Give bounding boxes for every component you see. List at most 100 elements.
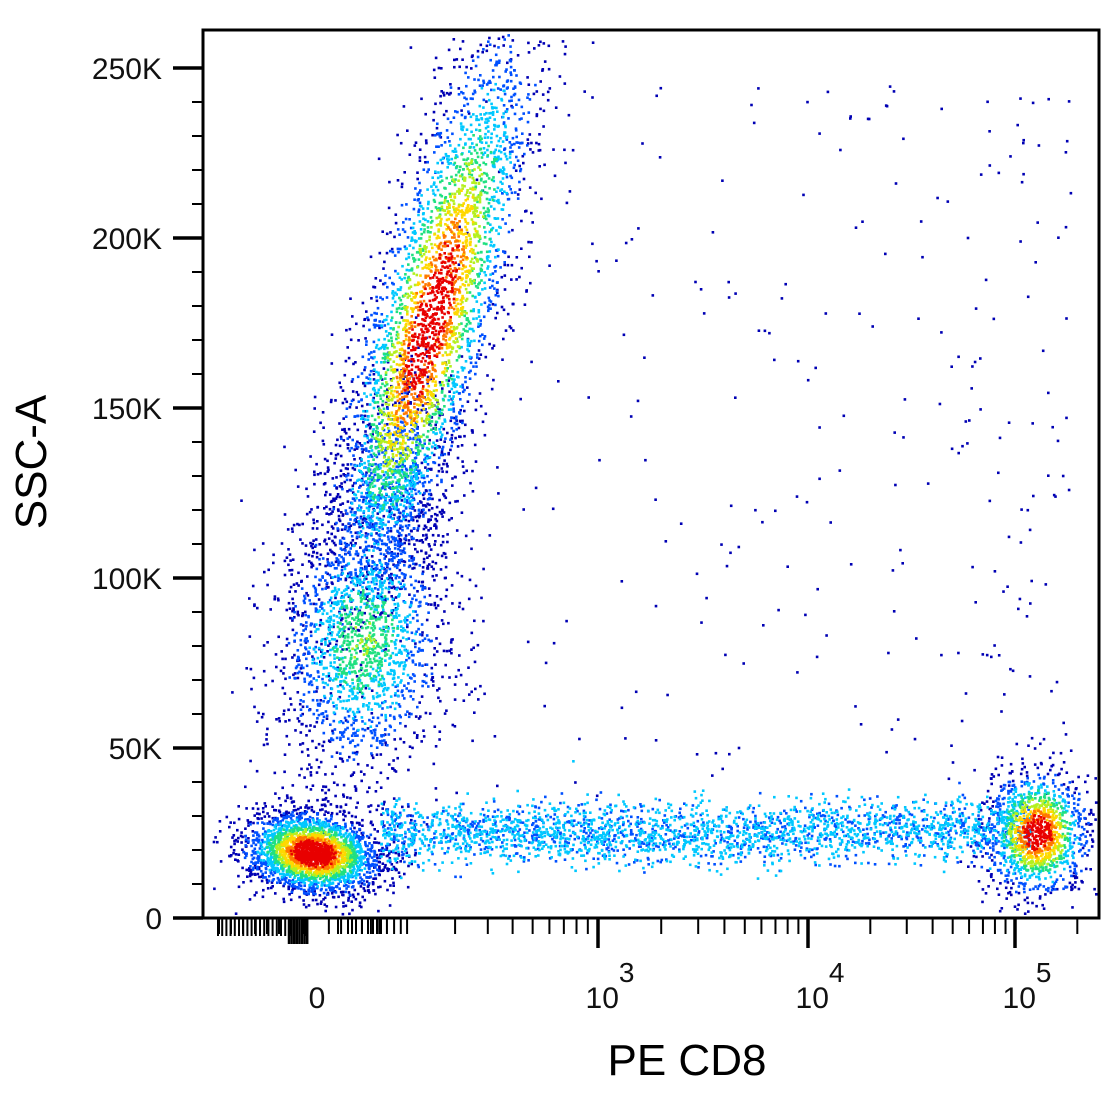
event-dot <box>347 811 351 815</box>
event-dot <box>497 294 500 298</box>
event-dot <box>256 857 259 860</box>
event-dot <box>457 93 461 96</box>
event-dot <box>919 864 923 867</box>
event-dot <box>298 773 301 777</box>
event-dot <box>989 796 992 800</box>
event-dot <box>367 450 371 453</box>
event-dot <box>754 820 757 823</box>
event-dot <box>1010 886 1013 890</box>
event-dot <box>339 736 342 740</box>
event-dot <box>1050 885 1054 889</box>
event-dot <box>373 828 376 831</box>
event-dot <box>408 559 411 562</box>
event-dot <box>446 136 450 139</box>
event-dot <box>247 837 250 840</box>
event-dot <box>515 141 518 144</box>
event-dot <box>763 855 767 858</box>
event-dot <box>399 533 403 537</box>
event-dot <box>418 601 421 604</box>
event-dot <box>361 518 365 521</box>
event-dot <box>314 543 318 547</box>
event-dot <box>563 52 567 56</box>
event-dot <box>554 860 558 863</box>
event-dot <box>401 421 404 424</box>
event-dot <box>1052 884 1055 888</box>
event-dot <box>423 595 426 599</box>
event-dot <box>440 480 443 484</box>
event-dot <box>214 836 217 839</box>
event-dot <box>296 522 299 526</box>
event-dot <box>322 700 325 703</box>
event-dot <box>273 595 277 598</box>
event-dot <box>435 798 438 802</box>
event-dot <box>528 186 532 189</box>
event-dot <box>1071 794 1074 797</box>
event-dot <box>435 525 438 528</box>
event-dot <box>361 695 364 699</box>
event-dot <box>444 576 447 580</box>
event-dot <box>374 865 377 869</box>
event-dot <box>552 148 555 151</box>
event-dot <box>436 625 440 628</box>
event-dot <box>373 528 376 531</box>
event-dot <box>358 486 361 489</box>
event-dot <box>1078 797 1081 801</box>
event-dot <box>1049 891 1053 895</box>
event-dot <box>806 378 810 382</box>
event-dot <box>534 83 537 87</box>
event-dot <box>427 611 430 614</box>
event-dot <box>437 687 441 690</box>
event-dot <box>582 818 586 821</box>
event-dot <box>494 316 497 320</box>
event-dot <box>260 875 264 879</box>
event-dot <box>352 362 355 366</box>
event-dot <box>416 427 419 430</box>
event-dot <box>455 529 459 532</box>
event-dot <box>495 63 498 67</box>
event-dot <box>263 815 267 818</box>
event-dot <box>476 356 479 359</box>
event-dot <box>349 510 353 514</box>
event-dot <box>483 433 487 437</box>
event-dot <box>527 93 530 96</box>
event-dot <box>1052 493 1056 497</box>
event-dot <box>547 44 551 48</box>
event-dots <box>212 34 1098 916</box>
event-dot <box>449 83 452 86</box>
event-dot <box>944 804 948 807</box>
event-dot <box>416 395 419 398</box>
event-dot <box>362 381 365 385</box>
event-dot <box>388 857 392 860</box>
event-dot <box>294 729 297 732</box>
event-dot <box>763 329 767 333</box>
event-dot <box>411 597 414 601</box>
event-dot <box>424 505 428 508</box>
event-dot <box>704 853 708 857</box>
event-dot <box>302 888 306 892</box>
event-dot <box>509 79 513 83</box>
event-dot <box>335 812 339 816</box>
event-dot <box>450 444 453 448</box>
event-dot <box>367 888 370 892</box>
event-dot <box>293 887 297 890</box>
event-dot <box>527 111 531 114</box>
event-dot <box>799 799 803 803</box>
event-dot <box>1074 809 1078 813</box>
event-dot <box>359 650 362 653</box>
event-dot <box>990 875 993 879</box>
event-dot <box>383 866 387 869</box>
event-dot <box>990 853 993 857</box>
event-dot <box>481 420 485 424</box>
event-dot <box>469 97 473 100</box>
event-dot <box>289 585 293 589</box>
event-dot <box>636 399 640 403</box>
event-dot <box>422 560 426 564</box>
event-dot <box>327 468 330 472</box>
event-dot <box>364 532 368 535</box>
event-dot <box>285 734 289 738</box>
event-dot <box>327 788 331 792</box>
event-dot <box>509 188 512 191</box>
event-dot <box>328 513 331 516</box>
event-dot <box>943 807 946 811</box>
event-dot <box>370 754 374 757</box>
